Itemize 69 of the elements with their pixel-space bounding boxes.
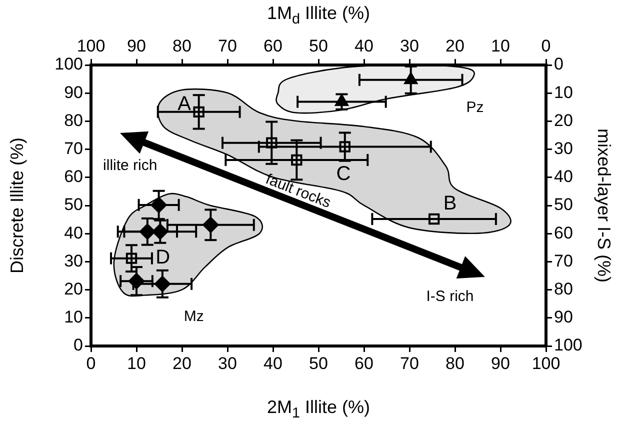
point [152,224,168,240]
annotation: illite rich [103,157,158,174]
x-tick-label: 10 [127,354,146,373]
x-tick-label: 20 [172,354,192,373]
point [404,72,418,84]
x-tick-label: 60 [354,354,374,373]
point [193,106,204,118]
point [128,273,144,290]
x2-tick-label: 30 [400,36,419,56]
y-tick-label: 90 [64,82,83,102]
y-tick-label: 70 [64,138,83,158]
annotation: D [156,246,170,269]
y-tick-label: 40 [64,223,83,242]
y-tick-label: 80 [64,110,83,130]
x2-tick-label: 70 [218,36,237,56]
annotation: C [336,163,351,186]
y2-tick-label: 30 [554,138,573,158]
annotation: fault rocks [263,170,334,212]
y2-tick-label: 50 [554,195,573,214]
y-axis-title: Discrete Illite (%) [6,137,27,274]
y2-tick-label: 100 [554,336,582,355]
annotation: A [178,92,192,115]
y-tick-label: 50 [64,195,83,214]
y2-tick-label: 80 [554,279,573,298]
y-tick-label: 20 [64,279,83,298]
x2-tick-label: 80 [172,36,192,56]
point [126,252,138,264]
y2-tick-label: 70 [554,251,573,270]
y2-axis-title: mixed-layer I-S (%) [594,128,614,283]
y-tick-label: 0 [74,336,83,355]
x2-tick-label: 100 [76,36,106,56]
point [291,154,302,166]
x2-tick-label: 40 [354,36,374,56]
annotation: Pz [466,99,484,116]
point [150,196,167,213]
x-tick-label: 70 [400,354,419,373]
x-tick-label: 50 [309,354,328,373]
x2-tick-label: 10 [491,36,510,56]
y2-tick-label: 60 [554,223,573,242]
y2-tick-label: 0 [554,54,564,74]
x-tick-label: 30 [218,354,237,373]
y2-tick-label: 20 [554,110,573,130]
y2-tick-label: 90 [554,308,573,327]
point [339,141,350,152]
x2-tick-label: 20 [446,36,464,56]
y-tick-label: 100 [54,54,83,74]
y2-tick-label: 40 [554,167,573,186]
x-tick-label: 40 [264,354,282,373]
point [335,94,348,106]
point [202,216,219,233]
annotation: B [443,192,457,215]
x2-tick-label: 0 [541,36,551,56]
x2-tick-label: 60 [264,36,282,56]
point [266,137,278,148]
x-tick-label: 80 [446,354,464,373]
y-tick-label: 10 [64,308,83,327]
y2-tick-label: 10 [554,82,573,102]
x2-tick-label: 90 [127,36,146,56]
annotation: I-S rich [426,288,474,306]
x-tick-label: 90 [491,354,510,373]
point [428,213,440,225]
x-tick-label: 100 [532,354,560,373]
point [154,276,170,292]
x2-tick-label: 50 [309,36,328,56]
annotation: Mz [184,308,204,326]
y-tick-label: 60 [64,167,83,186]
y-tick-label: 30 [64,251,83,270]
point [139,224,156,240]
x-tick-label: 0 [86,354,96,373]
